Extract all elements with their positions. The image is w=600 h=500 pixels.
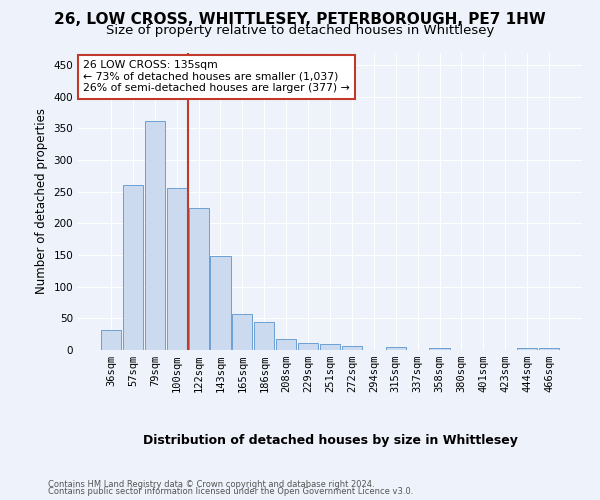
Y-axis label: Number of detached properties: Number of detached properties bbox=[35, 108, 48, 294]
Bar bbox=[517, 348, 537, 350]
Bar bbox=[276, 339, 296, 350]
Bar bbox=[101, 330, 121, 350]
Bar bbox=[430, 348, 449, 350]
Bar bbox=[254, 322, 274, 350]
X-axis label: Distribution of detached houses by size in Whittlesey: Distribution of detached houses by size … bbox=[143, 434, 517, 447]
Bar bbox=[167, 188, 187, 350]
Text: Contains HM Land Registry data © Crown copyright and database right 2024.: Contains HM Land Registry data © Crown c… bbox=[48, 480, 374, 489]
Text: Contains public sector information licensed under the Open Government Licence v3: Contains public sector information licen… bbox=[48, 487, 413, 496]
Text: 26 LOW CROSS: 135sqm
← 73% of detached houses are smaller (1,037)
26% of semi-de: 26 LOW CROSS: 135sqm ← 73% of detached h… bbox=[83, 60, 350, 93]
Text: Size of property relative to detached houses in Whittlesey: Size of property relative to detached ho… bbox=[106, 24, 494, 37]
Bar bbox=[211, 256, 230, 350]
Bar bbox=[145, 121, 165, 350]
Bar bbox=[320, 344, 340, 350]
Bar bbox=[123, 186, 143, 350]
Bar bbox=[539, 348, 559, 350]
Bar bbox=[232, 314, 253, 350]
Bar bbox=[298, 343, 318, 350]
Bar bbox=[188, 208, 209, 350]
Bar bbox=[342, 346, 362, 350]
Text: 26, LOW CROSS, WHITTLESEY, PETERBOROUGH, PE7 1HW: 26, LOW CROSS, WHITTLESEY, PETERBOROUGH,… bbox=[54, 12, 546, 28]
Bar bbox=[386, 347, 406, 350]
